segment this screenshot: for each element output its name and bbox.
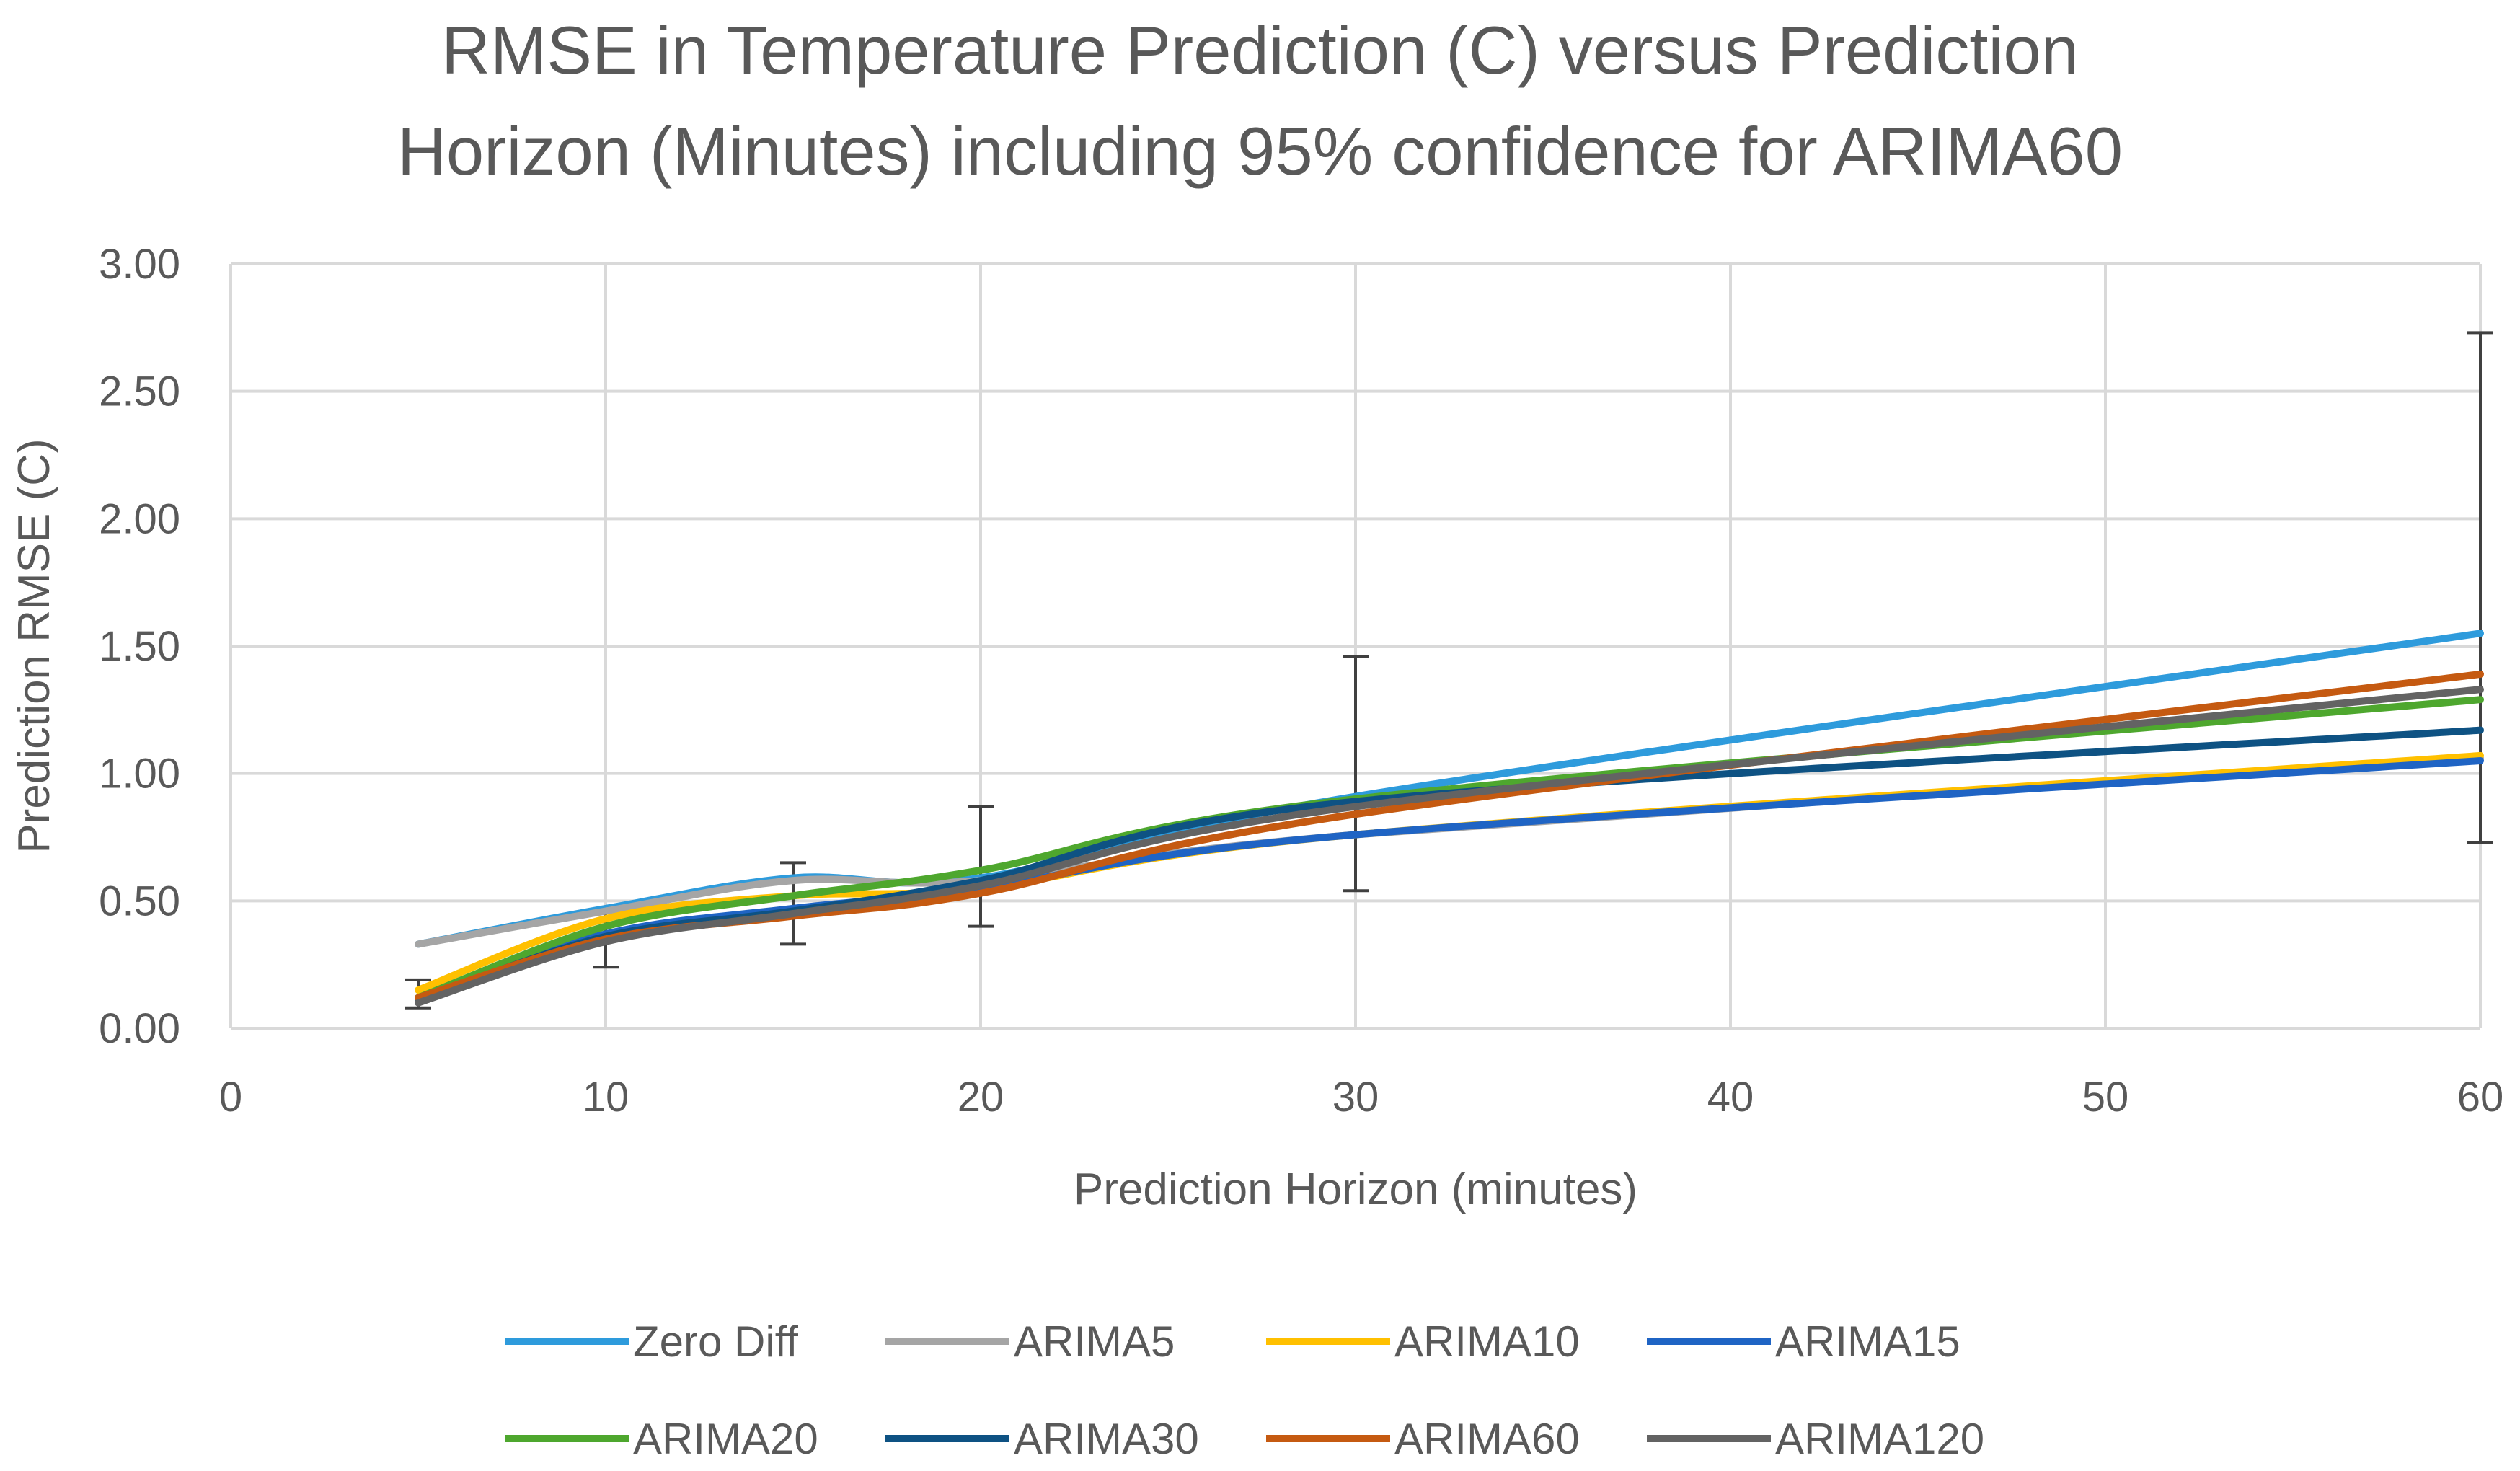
x-tick-label: 20 <box>958 1074 1004 1121</box>
error-bar <box>968 805 994 928</box>
x-tick-label: 60 <box>2457 1074 2504 1121</box>
legend-label: ARIMA30 <box>1014 1415 1199 1463</box>
legend-label: ARIMA15 <box>1775 1317 1960 1366</box>
series-line-arima120 <box>415 686 2484 1007</box>
chart-title-line-2: Horizon (Minutes) including 95% confiden… <box>397 113 2123 189</box>
x-tick-label: 50 <box>2082 1074 2129 1121</box>
y-tick-label: 1.50 <box>99 623 180 670</box>
legend-item-arima5: ARIMA5 <box>885 1317 1175 1366</box>
legend-label: ARIMA10 <box>1394 1317 1580 1366</box>
x-tick-label: 10 <box>583 1074 629 1121</box>
x-tick-label: 0 <box>219 1074 242 1121</box>
legend-item-arima10: ARIMA10 <box>1266 1317 1580 1366</box>
legend-label: Zero Diff <box>633 1317 798 1366</box>
legend-item-arima60: ARIMA60 <box>1266 1415 1580 1463</box>
legend-item-arima20: ARIMA20 <box>505 1415 818 1463</box>
y-tick-label: 1.00 <box>99 751 180 798</box>
error-bar <box>2467 331 2493 844</box>
legend-label: ARIMA20 <box>633 1415 818 1463</box>
y-tick-label: 0.50 <box>99 878 180 924</box>
legend: Zero Diff ARIMA5 ARIMA10 ARIMA15 ARIMA20 ARIM… <box>505 1317 1984 1463</box>
error-bars <box>405 331 2493 1010</box>
error-bar <box>1343 655 1369 893</box>
x-axis-title: Prediction Horizon (minutes) <box>1074 1165 1637 1214</box>
legend-label: ARIMA60 <box>1394 1415 1580 1463</box>
legend-item-arima15: ARIMA15 <box>1647 1317 1960 1366</box>
legend-item-arima120: ARIMA120 <box>1647 1415 1984 1463</box>
y-axis-ticks: 0.00 0.50 1.00 1.50 2.00 2.50 3.00 <box>99 241 180 1052</box>
y-axis-title: Prediction RMSE (C) <box>9 438 59 853</box>
x-tick-label: 30 <box>1332 1074 1379 1121</box>
chart-title-line-1: RMSE in Temperature Prediction (C) versu… <box>441 12 2079 88</box>
y-tick-label: 3.00 <box>99 241 180 288</box>
legend-item-arima30: ARIMA30 <box>885 1415 1199 1463</box>
series-lines <box>415 630 2484 1007</box>
y-tick-label: 2.50 <box>99 368 180 415</box>
x-axis-ticks: 0 10 20 30 40 50 60 <box>219 1074 2503 1121</box>
x-tick-label: 40 <box>1707 1074 1754 1121</box>
legend-item-zero-diff: Zero Diff <box>505 1317 798 1366</box>
y-tick-label: 2.00 <box>99 495 180 542</box>
series-line-arima30 <box>415 726 2484 1004</box>
legend-label: ARIMA5 <box>1014 1317 1175 1366</box>
legend-label: ARIMA120 <box>1775 1415 1984 1463</box>
y-tick-label: 0.00 <box>99 1005 180 1052</box>
